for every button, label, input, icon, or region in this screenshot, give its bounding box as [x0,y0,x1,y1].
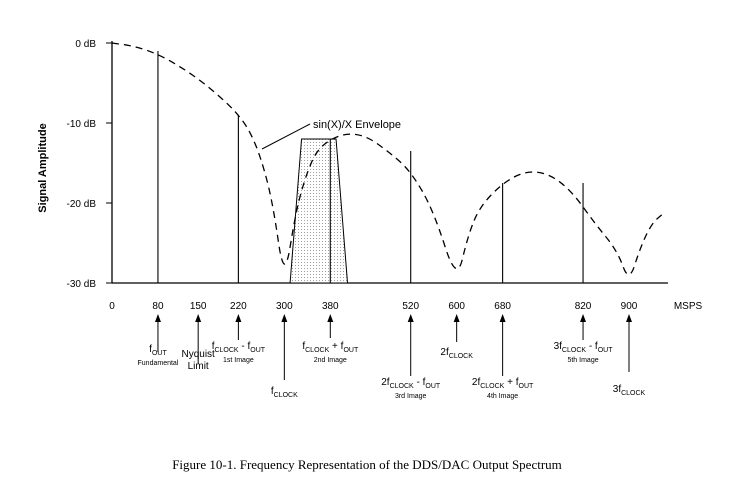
annotation-part: OUT [425,383,441,390]
arrow-head [580,314,587,322]
annotation-part: + f [329,341,343,352]
arrow-head [407,314,414,322]
annotation-part: - f [239,341,251,352]
y-tick-label: 0 dB [75,39,96,50]
axes-group: 0 dB -10 dB -20 dB -30 dB 0 80 150 220 300 380 520… [67,39,668,312]
arrow-head [626,314,632,322]
annotation-label: Nyquist [181,349,215,360]
annotation-note: Fundamental [138,360,179,367]
annotation-label: 2fCLOCK + fOUT [472,377,534,390]
x-tick-label: 80 [152,301,164,312]
x-tick-label: 380 [322,301,339,312]
annotation-part: CLOCK [390,383,414,390]
annotation-label: 2fCLOCK [440,347,473,360]
annotation-part: CLOCK [480,383,504,390]
annotation-part: - f [414,377,426,388]
spectral-lines-group [157,51,584,283]
arrow-head [281,314,288,322]
annotation-part: OUT [152,350,168,357]
annotation-part: + f [504,377,518,388]
x-tick-label: 0 [109,301,115,312]
annotation-note: 3rd Image [395,393,427,400]
x-tick-label: 520 [402,301,419,312]
annotation-part: 2f [472,377,481,388]
x-tick-label: 900 [621,301,638,312]
annotation-part: f [302,341,305,352]
y-tick-label: -30 dB [67,279,97,290]
annotation-part: f [271,386,274,397]
annotation-part: OUT [519,383,535,390]
arrow-head [499,314,506,322]
annotation-part: 2f [440,347,449,358]
x-tick-label: 220 [230,301,247,312]
annotation-note: 1st Image [223,357,254,364]
envelope-pointer [261,123,311,150]
x-tick-label: 680 [494,301,511,312]
annotation-label: 3fCLOCK - fOUT [554,341,614,354]
x-axis-label: MSPS [674,301,703,312]
annotation-part: - f [586,341,598,352]
annotation-part: OUT [250,347,266,354]
annotation-part: f [149,344,152,355]
filter-band [289,138,349,284]
y-tick-label: -10 dB [67,119,97,130]
annotation-label: fCLOCK + fOUT [302,341,359,354]
x-tick-label: 600 [448,301,465,312]
arrow-head [154,314,161,322]
arrow-head [235,314,242,322]
annotation-note: 4th Image [487,393,518,400]
arrow-head [195,314,202,322]
y-tick-label: -20 dB [67,199,97,210]
x-tick-label: 820 [575,301,592,312]
x-tick-label: 150 [190,301,207,312]
annotation-label: fCLOCK [271,386,298,399]
annotation-part: 3f [554,341,563,352]
annotation-part: CLOCK [305,347,329,354]
arrow-head [327,314,334,322]
annotation-part: CLOCK [214,347,238,354]
annotation-part: 3f [613,384,622,395]
y-axis-label: Signal Amplitude [37,123,49,212]
annotation-part: 2f [381,377,390,388]
annotation-label: 2fCLOCK - fOUT [381,377,441,390]
figure-caption: Figure 10-1. Frequency Representation of… [172,457,562,472]
envelope-label: sin(X)/X Envelope [313,119,401,131]
annotation-part: OUT [343,347,359,354]
annotation-part: Nyquist [181,349,215,360]
envelope-curve [111,42,664,276]
annotation-part: CLOCK [274,392,298,399]
annotation-part: f [212,341,215,352]
annotation-part: CLOCK [562,347,586,354]
annotation-part: CLOCK [449,353,473,360]
x-tick-label: 300 [276,301,293,312]
annotation-note: 5th Image [567,357,598,364]
annotation-label: fOUT [149,344,167,357]
filter-band-group [289,138,349,284]
annotation-label-line2: Limit [188,361,209,372]
annotation-part: OUT [598,347,614,354]
annotation-note: 2nd Image [314,357,347,364]
annotation-label: 3fCLOCK [613,384,646,397]
arrow-head [453,314,460,322]
envelope-group [111,42,664,276]
annotation-part: CLOCK [621,390,645,397]
annotation-label: fCLOCK - fOUT [212,341,266,354]
